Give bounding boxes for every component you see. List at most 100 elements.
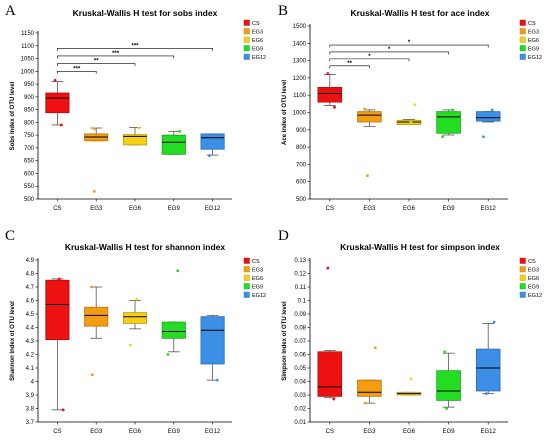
box-CS (317, 351, 343, 397)
x-tick-label: EG6 (129, 429, 142, 435)
y-tick-label: 1000 (293, 111, 307, 117)
y-tick-label: 4.4 (26, 326, 35, 332)
data-point (373, 346, 377, 350)
legend-swatch (519, 45, 526, 52)
data-point (363, 107, 367, 111)
legend-swatch (519, 36, 526, 43)
data-point (137, 126, 141, 130)
data-point (61, 408, 65, 412)
legend-label: EG9 (252, 285, 263, 291)
significance-label: *** (112, 51, 120, 57)
legend-swatch (519, 257, 526, 264)
data-point (445, 407, 449, 410)
significance-bracket (57, 48, 213, 51)
y-tick-label: 1400 (293, 41, 307, 47)
legend-label: EG9 (252, 47, 263, 53)
legend-label: EG12 (252, 293, 266, 299)
y-tick-label: 0.01 (294, 420, 306, 426)
y-tick-label: 4.3 (26, 339, 35, 345)
legend-swatch (243, 283, 250, 290)
data-point (53, 78, 57, 82)
y-tick-label: 4.1 (26, 366, 35, 372)
x-tick-label: EG3 (363, 206, 376, 212)
legend-label: EG6 (528, 38, 539, 44)
x-tick-label: EG6 (403, 429, 416, 435)
y-tick-label: 800 (296, 145, 307, 151)
y-tick-label: 1050 (21, 57, 35, 63)
legend-swatch (519, 283, 526, 290)
legend-swatch (519, 53, 526, 60)
data-point (366, 174, 369, 178)
y-tick-label: 1000 (21, 69, 35, 75)
box-EG9 (161, 134, 186, 155)
y-tick-label: 0.07 (294, 339, 306, 345)
x-tick-label: CS (326, 429, 334, 435)
y-tick-label: 4.2 (26, 353, 35, 359)
legend-label: CS (528, 259, 536, 265)
y-tick-label: 700 (24, 146, 35, 152)
panel-C: C Kruskal-Wallis H test for shannon index… (5, 228, 266, 435)
y-tick-label: 0.09 (294, 312, 306, 318)
data-point (166, 353, 170, 356)
y-tick-label: 1100 (21, 44, 35, 50)
y-tick-label: 900 (24, 95, 35, 101)
y-tick-label: 0.05 (294, 366, 306, 372)
box-EG3 (357, 379, 382, 397)
significance-label: *** (131, 43, 139, 49)
legend-swatch (243, 291, 250, 298)
y-tick-label: 800 (24, 120, 35, 126)
significance-label: *** (73, 66, 81, 72)
box-EG12 (200, 316, 225, 365)
y-axis-label: Ace index of OTU level (282, 80, 288, 145)
box-EG3 (84, 306, 109, 327)
y-tick-label: 0.04 (294, 380, 306, 386)
panel-label: C (5, 228, 15, 244)
significance-bracket (329, 51, 449, 55)
data-point (413, 103, 417, 107)
legend-swatch (519, 266, 526, 273)
data-point (128, 343, 132, 347)
y-tick-label: 4.9 (26, 258, 35, 264)
chart-title: Kruskal-Wallis H test for shannon index (65, 242, 226, 252)
y-tick-label: 4 (31, 380, 35, 386)
chart-title: Kruskal-Wallis H test for simpson index (340, 242, 500, 252)
box-CS (45, 279, 70, 341)
legend-label: CS (528, 21, 536, 27)
significance-label: ** (94, 59, 99, 65)
panel-label: B (278, 3, 288, 19)
panel-A: A Kruskal-Wallis H test for sobs index 500… (5, 3, 266, 212)
x-tick-label: CS (53, 206, 61, 212)
y-tick-label: 3.9 (26, 393, 35, 399)
y-tick-label: 0.13 (294, 258, 306, 264)
data-point (451, 108, 454, 112)
y-tick-label: 4.8 (26, 272, 35, 278)
x-tick-label: EG6 (129, 206, 142, 212)
data-point (490, 108, 494, 112)
x-tick-label: CS (326, 206, 334, 212)
x-tick-label: EG9 (168, 429, 181, 435)
y-tick-label: 0.02 (294, 407, 306, 413)
data-point (409, 377, 413, 381)
panel-B: B Kruskal-Wallis H test for ace index 500 6… (278, 3, 542, 212)
box-CS (45, 92, 70, 114)
x-tick-label: EG9 (443, 206, 456, 212)
data-point (59, 123, 63, 127)
data-point (135, 297, 139, 301)
box-EG3 (357, 111, 382, 123)
data-point (57, 277, 61, 281)
y-tick-label: 950 (24, 82, 35, 88)
data-point (176, 269, 180, 273)
data-point (332, 397, 336, 401)
panel-D: D Kruskal-Wallis H test for simpson index… (278, 228, 542, 435)
data-point (492, 320, 496, 324)
data-point (90, 373, 94, 377)
legend-swatch (243, 45, 250, 52)
box-CS (317, 87, 343, 103)
panel-label: D (278, 228, 289, 244)
y-tick-label: 600 (24, 171, 35, 177)
significance-bracket (57, 63, 136, 67)
legend-label: EG9 (528, 285, 539, 291)
y-tick-label: 1200 (293, 76, 307, 82)
data-point (92, 189, 96, 193)
